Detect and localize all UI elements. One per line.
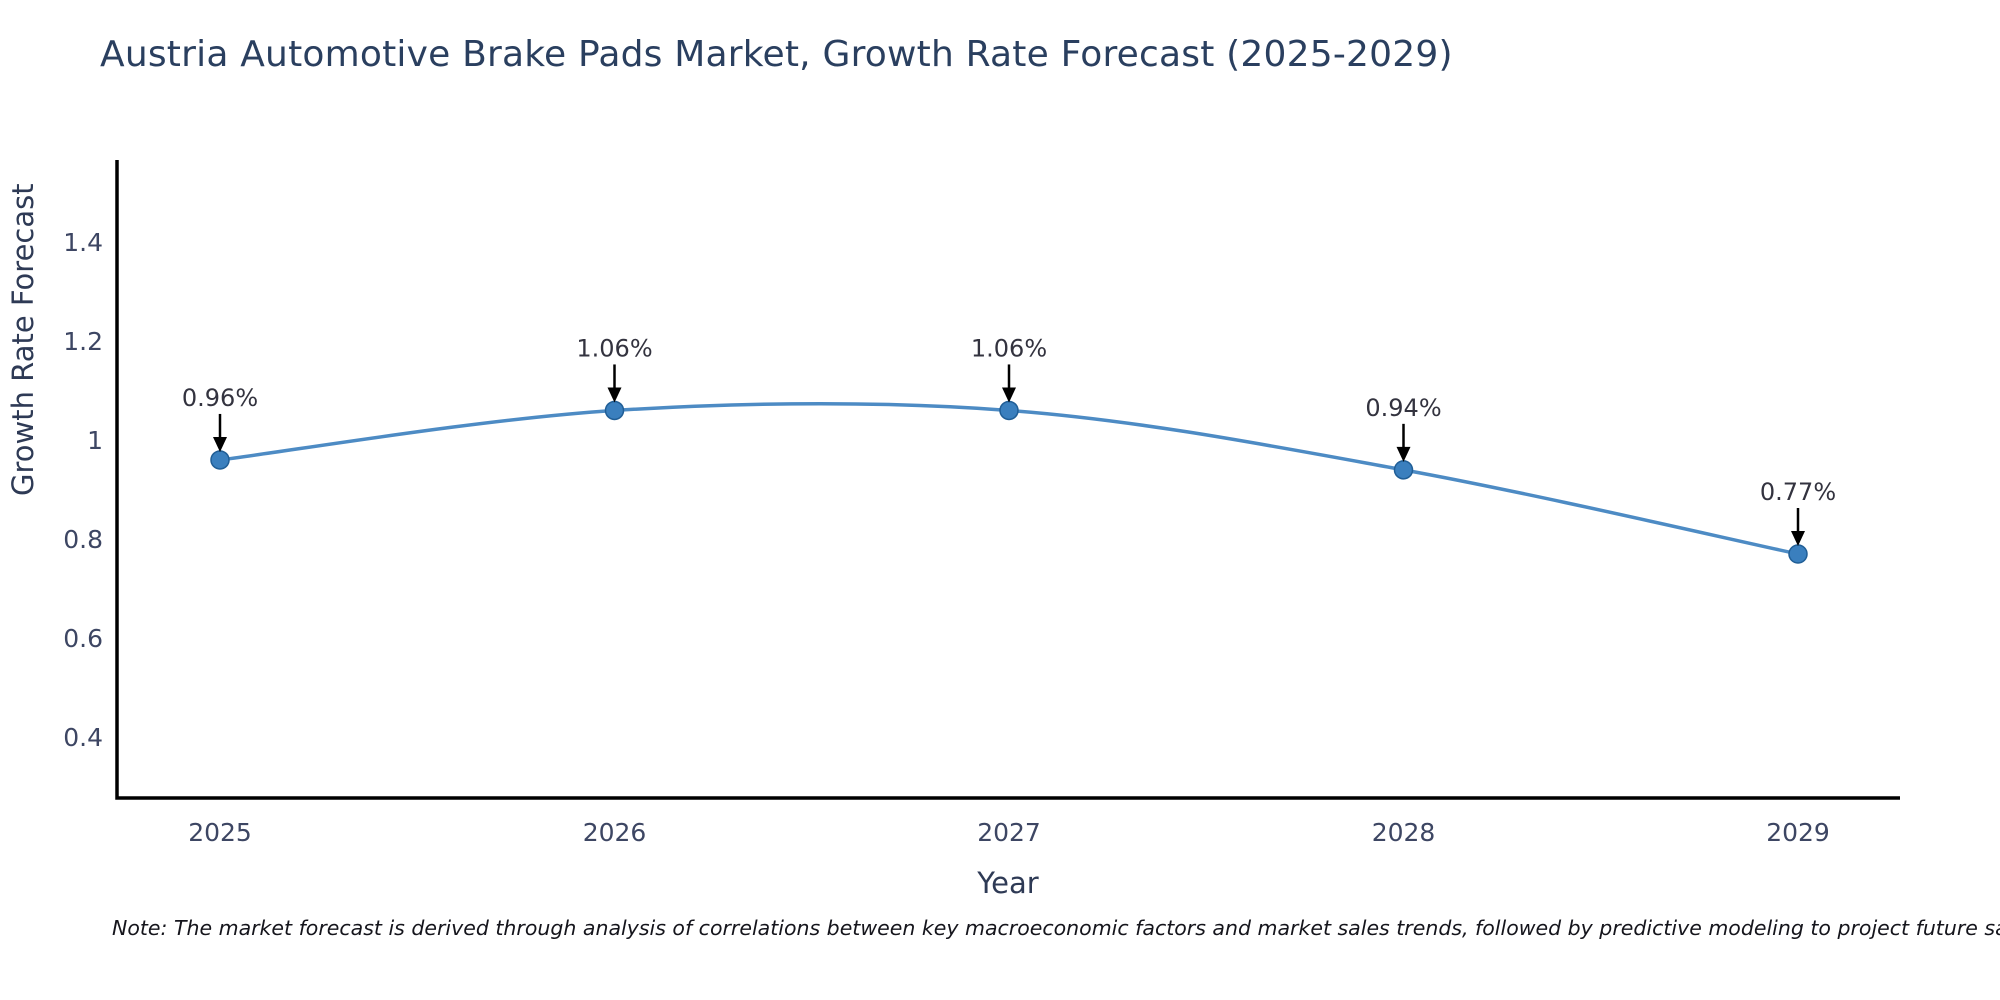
annotation-arrow-head bbox=[1396, 446, 1411, 462]
point-label: 1.06% bbox=[971, 334, 1047, 362]
x-tick-label: 2028 bbox=[1372, 818, 1436, 847]
data-point-marker bbox=[604, 400, 625, 421]
x-tick-label: 2027 bbox=[977, 818, 1041, 847]
annotation-arrow-head bbox=[1791, 530, 1805, 546]
y-tick-label: 1.4 bbox=[63, 228, 103, 257]
data-point-marker bbox=[210, 450, 230, 470]
point-label: 0.96% bbox=[182, 384, 258, 412]
axis-spines bbox=[115, 160, 1900, 800]
y-tick-label: 0.6 bbox=[63, 624, 103, 653]
annotation-arrow-head bbox=[1002, 387, 1016, 403]
y-tick-label: 0.8 bbox=[63, 525, 103, 554]
annotation-arrow-head bbox=[607, 387, 622, 403]
x-tick-label: 2025 bbox=[188, 818, 252, 847]
point-label: 1.06% bbox=[576, 334, 652, 362]
x-axis-title: Year bbox=[977, 866, 1039, 900]
data-point-marker bbox=[999, 400, 1019, 421]
point-label: 0.77% bbox=[1760, 478, 1836, 506]
data-point-marker bbox=[1788, 544, 1808, 564]
annotation-arrow-head bbox=[213, 436, 227, 452]
y-axis-title: Growth Rate Forecast bbox=[6, 183, 40, 496]
footnote: Note: The market forecast is derived thr… bbox=[112, 916, 2000, 940]
forecast-line bbox=[218, 401, 1800, 556]
y-tick-label: 1 bbox=[87, 426, 103, 455]
chart-title: Austria Automotive Brake Pads Market, Gr… bbox=[100, 34, 1453, 75]
y-tick-label: 0.4 bbox=[63, 723, 103, 752]
y-tick-label: 1.2 bbox=[63, 327, 103, 356]
data-point-marker bbox=[1393, 460, 1414, 480]
point-label: 0.94% bbox=[1365, 394, 1441, 422]
x-tick-label: 2026 bbox=[583, 818, 647, 847]
x-tick-label: 2029 bbox=[1766, 818, 1830, 847]
